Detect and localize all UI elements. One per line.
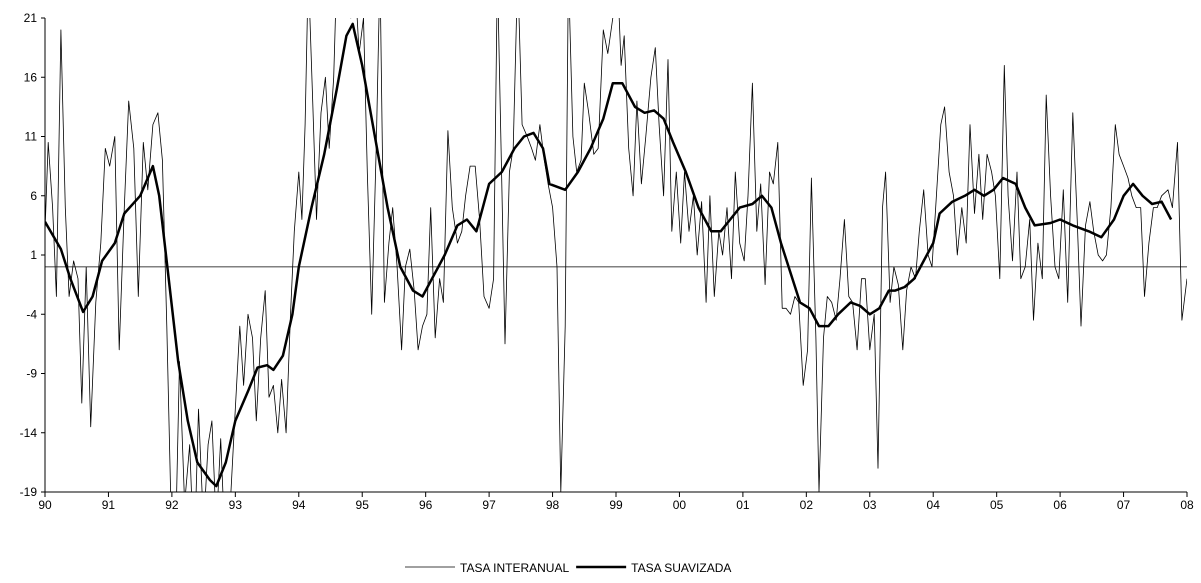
x-tick-label: 03 (863, 498, 877, 512)
x-tick-label: 91 (102, 498, 116, 512)
y-tick-label: 1 (30, 248, 37, 262)
x-tick-label: 97 (482, 498, 496, 512)
x-tick-label: 93 (229, 498, 243, 512)
x-tick-label: 06 (1053, 498, 1067, 512)
x-tick-label: 08 (1180, 498, 1194, 512)
x-tick-label: 07 (1117, 498, 1131, 512)
x-tick-label: 96 (419, 498, 433, 512)
x-tick-label: 00 (673, 498, 687, 512)
y-tick-label: 6 (30, 189, 37, 203)
x-tick-label: 02 (800, 498, 814, 512)
y-tick-label: -4 (26, 307, 37, 321)
y-tick-label: -14 (20, 426, 38, 440)
legend-label: TASA INTERANUAL (460, 561, 569, 575)
series-line (45, 18, 1187, 492)
x-tick-label: 95 (356, 498, 370, 512)
y-tick-label: -19 (20, 485, 38, 499)
y-tick-label: 16 (24, 70, 38, 84)
x-tick-label: 01 (736, 498, 750, 512)
x-tick-label: 94 (292, 498, 306, 512)
x-tick-label: 92 (165, 498, 179, 512)
y-tick-label: 21 (24, 11, 38, 25)
y-tick-label: -9 (26, 367, 37, 381)
x-tick-label: 05 (990, 498, 1004, 512)
x-tick-label: 04 (927, 498, 941, 512)
x-tick-label: 98 (546, 498, 560, 512)
series-line (45, 22, 1173, 488)
legend-label: TASA SUAVIZADA (631, 561, 731, 575)
y-tick-label: 11 (25, 130, 38, 144)
x-tick-label: 99 (609, 498, 623, 512)
x-tick-label: 90 (38, 498, 52, 512)
